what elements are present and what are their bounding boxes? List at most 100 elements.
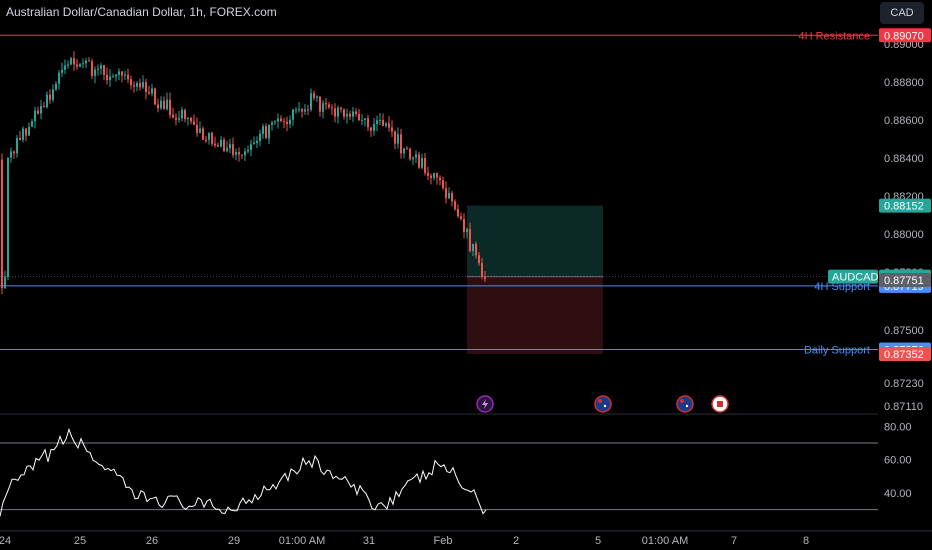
candle-body bbox=[268, 124, 270, 139]
candle-body bbox=[109, 76, 111, 81]
candle-body bbox=[316, 96, 318, 98]
candle-body bbox=[91, 61, 93, 76]
candle-body bbox=[208, 132, 210, 140]
candle-body bbox=[394, 131, 396, 144]
currency-button[interactable]: CAD bbox=[880, 2, 924, 24]
level-name: 4H Resistance bbox=[798, 30, 870, 42]
australia-flag-icon[interactable] bbox=[594, 395, 612, 413]
candle-body bbox=[142, 82, 144, 88]
x-tick-label: 24 bbox=[0, 535, 11, 547]
y-tick-label: 0.88000 bbox=[884, 229, 924, 241]
y-tick-label: 0.87230 bbox=[884, 378, 924, 390]
maple-leaf-shape bbox=[717, 401, 723, 407]
candle-body bbox=[346, 114, 348, 117]
candle-body bbox=[193, 121, 195, 125]
x-tick-label: 25 bbox=[74, 535, 86, 547]
candle-body bbox=[178, 118, 180, 120]
y-tick-label: 0.88800 bbox=[884, 77, 924, 89]
candle-body bbox=[472, 243, 474, 251]
candle-body bbox=[241, 154, 243, 156]
candle-body bbox=[202, 128, 204, 140]
candle-body bbox=[103, 65, 105, 75]
candle-body bbox=[235, 152, 237, 155]
price-tag bbox=[879, 272, 931, 287]
candle-body bbox=[154, 88, 156, 105]
candle-body bbox=[205, 139, 207, 141]
candle-body bbox=[211, 132, 213, 144]
candle-body bbox=[385, 123, 387, 126]
candle-body bbox=[436, 173, 438, 178]
candle-body bbox=[250, 144, 252, 150]
x-tick-label: 31 bbox=[363, 535, 375, 547]
candle-body bbox=[439, 177, 441, 181]
candle-body bbox=[406, 148, 408, 150]
candle-body bbox=[160, 100, 162, 109]
candle-body bbox=[352, 111, 354, 117]
price-tag bbox=[879, 198, 931, 213]
candle-body bbox=[343, 109, 345, 117]
y-tick-label: 0.87110 bbox=[884, 401, 923, 413]
lightning-icon[interactable] bbox=[476, 395, 494, 413]
price-tag bbox=[879, 346, 931, 361]
candle-body bbox=[340, 107, 342, 110]
candle-body bbox=[34, 110, 36, 122]
candle-body bbox=[286, 121, 288, 124]
star-shape bbox=[685, 404, 689, 408]
candle-body bbox=[430, 175, 432, 178]
candle-body bbox=[478, 255, 480, 264]
rsi-y-tick-label: 60.00 bbox=[884, 455, 912, 467]
candle-body bbox=[85, 60, 87, 64]
candle-body bbox=[217, 145, 219, 147]
candle-body bbox=[220, 139, 222, 147]
target-zone bbox=[467, 205, 603, 277]
candle-body bbox=[262, 126, 264, 134]
candle-body bbox=[58, 72, 60, 84]
candle-body bbox=[319, 96, 321, 112]
x-tick-label: 2 bbox=[513, 535, 519, 547]
candle-body bbox=[100, 65, 102, 69]
candle-body bbox=[115, 74, 117, 77]
candle-body bbox=[238, 152, 240, 155]
union-jack-shape bbox=[598, 399, 602, 403]
candle-body bbox=[244, 151, 246, 156]
rsi-line bbox=[0, 427, 487, 517]
candle-body bbox=[70, 58, 72, 65]
event-icon-circle bbox=[676, 395, 694, 413]
x-tick-label: 7 bbox=[731, 535, 737, 547]
candle-body bbox=[229, 144, 231, 149]
candle-body bbox=[307, 109, 309, 111]
candle-body bbox=[337, 107, 339, 117]
candle-body bbox=[16, 137, 18, 154]
level-name: 4H Support bbox=[814, 281, 870, 293]
chart-title: Australian Dollar/Canadian Dollar, 1h, F… bbox=[6, 5, 277, 19]
candle-body bbox=[427, 172, 429, 176]
candle-body bbox=[304, 109, 306, 112]
stop-zone bbox=[467, 276, 603, 354]
candle-body bbox=[484, 277, 486, 279]
candle-body bbox=[331, 107, 333, 109]
candle-body bbox=[88, 60, 90, 62]
candle-body bbox=[94, 69, 96, 76]
candle-body bbox=[43, 106, 45, 108]
candle-body bbox=[412, 157, 414, 160]
candle-body bbox=[4, 276, 6, 289]
candle-body bbox=[277, 118, 279, 122]
candle-body bbox=[301, 109, 303, 112]
candle-body bbox=[391, 127, 393, 132]
x-tick-label: 29 bbox=[228, 535, 240, 547]
x-tick-label: Feb bbox=[434, 535, 453, 547]
candle-body bbox=[181, 109, 183, 119]
candle-body bbox=[25, 128, 27, 136]
candle-body bbox=[280, 118, 282, 122]
australia-flag-icon[interactable] bbox=[676, 395, 694, 413]
candle-body bbox=[259, 133, 261, 141]
canada-flag-icon[interactable] bbox=[711, 395, 729, 413]
candle-body bbox=[190, 117, 192, 122]
candle-body bbox=[355, 111, 357, 114]
candle-body bbox=[397, 134, 399, 144]
symbol-tag-text: AUDCAD bbox=[832, 272, 879, 284]
candle-body bbox=[265, 126, 267, 139]
candle-body bbox=[139, 82, 141, 88]
candle-body bbox=[124, 74, 126, 76]
